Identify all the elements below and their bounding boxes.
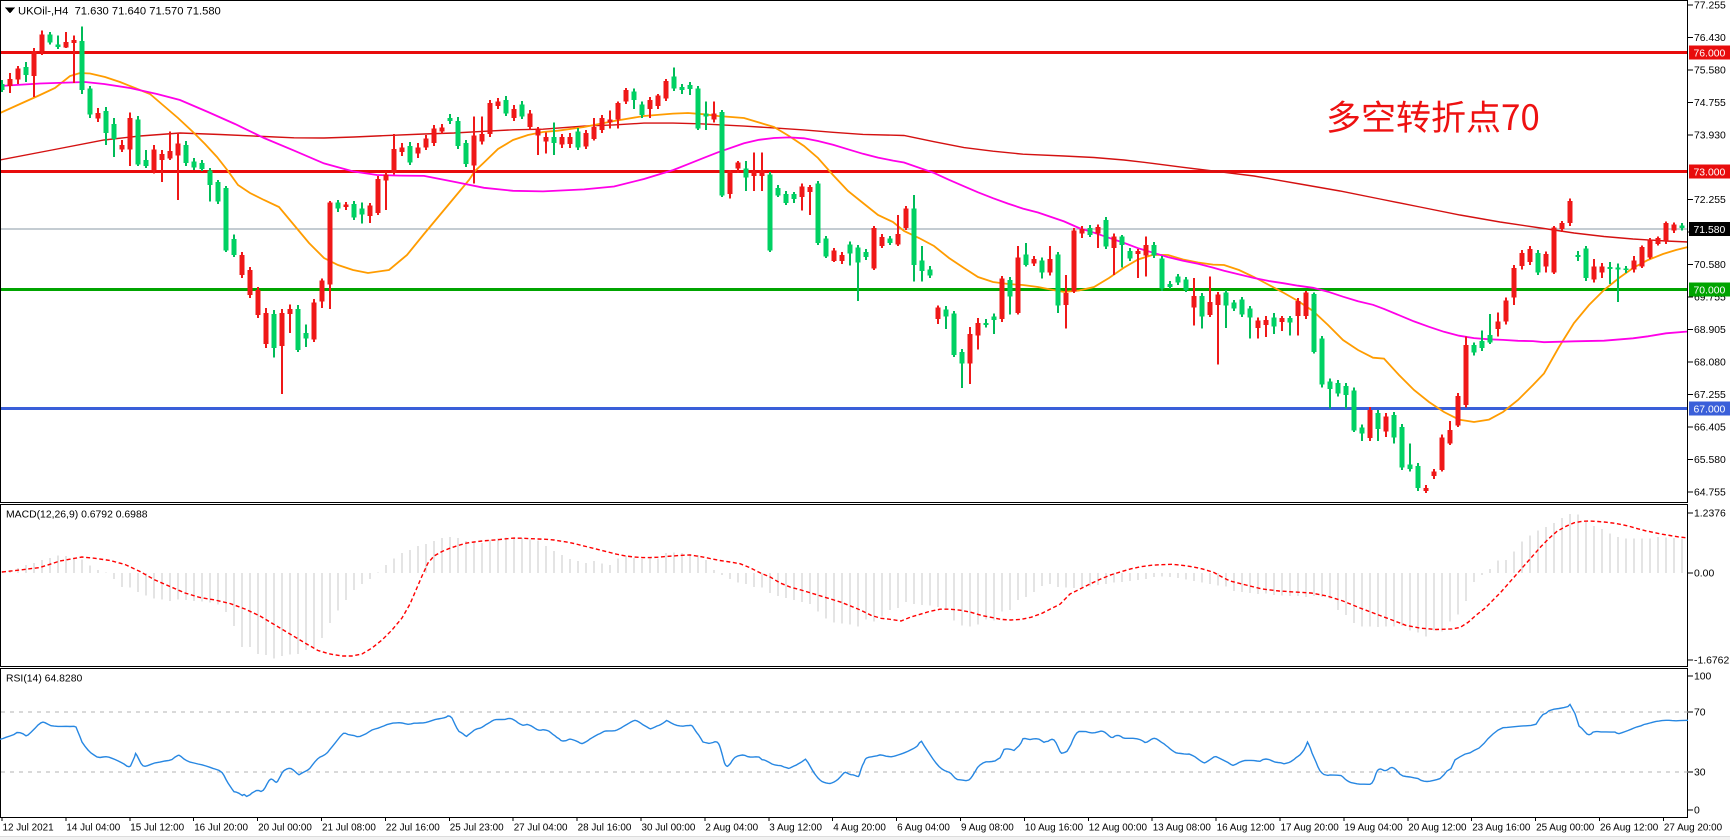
svg-text:17 Aug 20:00: 17 Aug 20:00	[1281, 823, 1340, 834]
svg-text:6 Aug 04:00: 6 Aug 04:00	[897, 823, 950, 834]
svg-text:12 Jul 2021: 12 Jul 2021	[3, 823, 55, 834]
svg-text:-1.6762: -1.6762	[1694, 656, 1729, 667]
svg-text:23 Aug 16:00: 23 Aug 16:00	[1472, 823, 1531, 834]
svg-text:70.580: 70.580	[1694, 260, 1726, 271]
svg-text:68.905: 68.905	[1694, 325, 1726, 336]
svg-text:65.580: 65.580	[1694, 455, 1726, 466]
svg-text:73.930: 73.930	[1694, 130, 1726, 141]
svg-text:100: 100	[1694, 672, 1712, 683]
svg-text:19 Aug 04:00: 19 Aug 04:00	[1344, 823, 1403, 834]
svg-text:16 Aug 12:00: 16 Aug 12:00	[1217, 823, 1276, 834]
svg-text:22 Jul 16:00: 22 Jul 16:00	[386, 823, 440, 834]
svg-text:12 Aug 00:00: 12 Aug 00:00	[1089, 823, 1148, 834]
svg-text:67.255: 67.255	[1694, 390, 1726, 401]
svg-text:67.000: 67.000	[1694, 405, 1726, 416]
svg-text:75.580: 75.580	[1694, 65, 1726, 76]
svg-text:72.255: 72.255	[1694, 195, 1726, 206]
svg-text:71.580: 71.580	[1694, 225, 1726, 236]
svg-text:25 Aug 00:00: 25 Aug 00:00	[1536, 823, 1595, 834]
svg-text:RSI(14) 64.8280: RSI(14) 64.8280	[6, 674, 82, 685]
svg-text:76.430: 76.430	[1694, 33, 1726, 44]
svg-text:15 Jul 12:00: 15 Jul 12:00	[130, 823, 184, 834]
svg-text:0: 0	[1694, 806, 1700, 817]
svg-text:26 Aug 12:00: 26 Aug 12:00	[1600, 823, 1659, 834]
svg-text:27 Aug 20:00: 27 Aug 20:00	[1664, 823, 1723, 834]
svg-text:13 Aug 08:00: 13 Aug 08:00	[1153, 823, 1212, 834]
svg-text:30 Jul 00:00: 30 Jul 00:00	[642, 823, 696, 834]
svg-text:76.000: 76.000	[1694, 49, 1726, 60]
svg-text:69.755: 69.755	[1694, 293, 1726, 304]
svg-text:20 Jul 00:00: 20 Jul 00:00	[258, 823, 312, 834]
svg-text:74.755: 74.755	[1694, 98, 1726, 109]
svg-text:1.2376: 1.2376	[1694, 509, 1726, 520]
svg-text:UKOil-,H4 71.630 71.640 71.57: UKOil-,H4 71.630 71.640 71.570 71.580	[18, 6, 221, 18]
svg-text:21 Jul 08:00: 21 Jul 08:00	[322, 823, 376, 834]
svg-text:10 Aug 16:00: 10 Aug 16:00	[1025, 823, 1084, 834]
svg-text:25 Jul 23:00: 25 Jul 23:00	[450, 823, 504, 834]
svg-text:70.000: 70.000	[1694, 286, 1726, 297]
svg-text:MACD(12,26,9) 0.6792 0.6988: MACD(12,26,9) 0.6792 0.6988	[6, 510, 148, 521]
svg-text:30: 30	[1694, 768, 1706, 779]
svg-text:27 Jul 04:00: 27 Jul 04:00	[514, 823, 568, 834]
svg-text:14 Jul 04:00: 14 Jul 04:00	[66, 823, 120, 834]
svg-text:2 Aug 04:00: 2 Aug 04:00	[705, 823, 758, 834]
svg-text:70: 70	[1694, 708, 1706, 719]
svg-text:28 Jul 16:00: 28 Jul 16:00	[578, 823, 632, 834]
svg-text:68.080: 68.080	[1694, 357, 1726, 368]
svg-text:4 Aug 20:00: 4 Aug 20:00	[833, 823, 886, 834]
svg-text:73.000: 73.000	[1694, 168, 1726, 179]
svg-text:0.00: 0.00	[1694, 569, 1714, 580]
svg-text:77.255: 77.255	[1694, 1, 1726, 12]
svg-text:64.755: 64.755	[1694, 487, 1726, 498]
svg-text:16 Jul 20:00: 16 Jul 20:00	[194, 823, 248, 834]
svg-text:20 Aug 12:00: 20 Aug 12:00	[1408, 823, 1467, 834]
svg-text:9 Aug 08:00: 9 Aug 08:00	[961, 823, 1014, 834]
svg-text:66.405: 66.405	[1694, 422, 1726, 433]
svg-text:3 Aug 12:00: 3 Aug 12:00	[769, 823, 822, 834]
